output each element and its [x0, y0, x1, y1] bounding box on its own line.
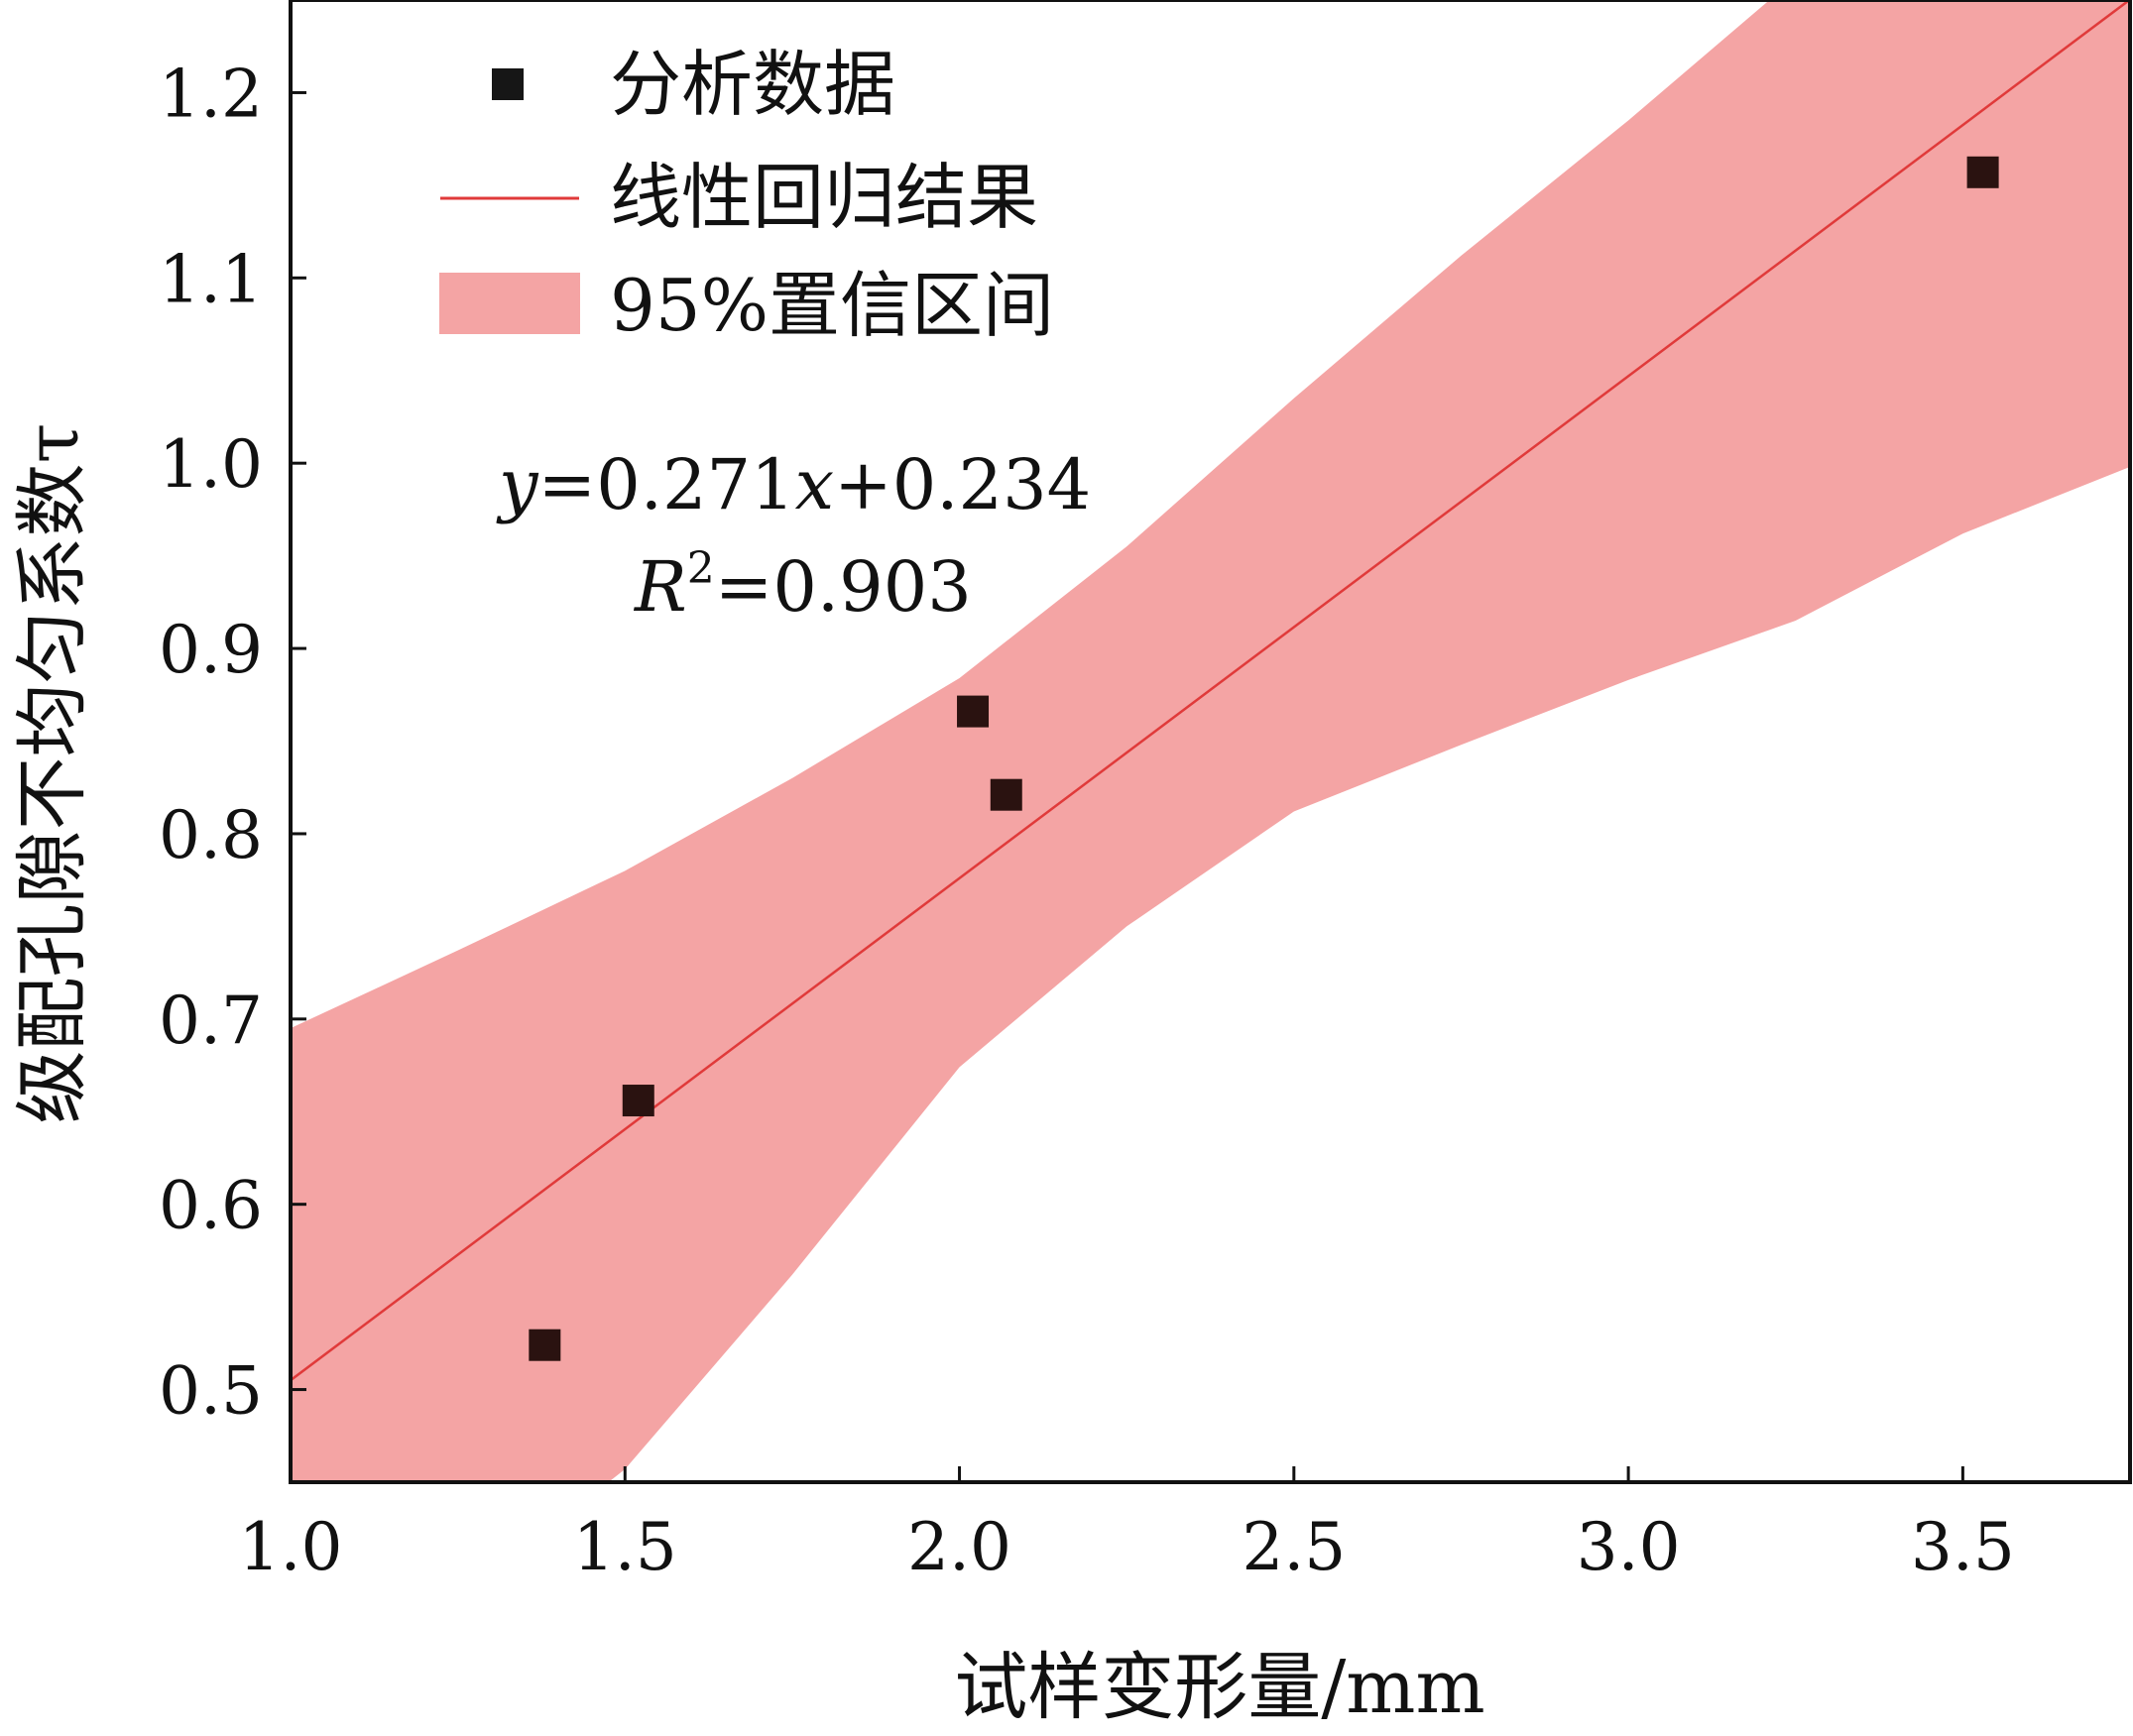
- y-tick-label: 0.8: [159, 797, 263, 873]
- legend-marker-band: [439, 273, 580, 334]
- legend: 分析数据 线性回归结果 95%置信区间: [439, 43, 1054, 347]
- confidence-band: [291, 0, 2130, 1482]
- regression-line: [291, 0, 2130, 1382]
- x-tick-label: 2.0: [907, 1509, 1011, 1585]
- x-tick-label: 1.0: [239, 1509, 343, 1585]
- y-tick-label: 0.7: [159, 983, 263, 1059]
- data-point: [957, 695, 990, 728]
- y-tick-label: 0.6: [159, 1168, 263, 1244]
- regression-equation: y=0.271x+0.234: [496, 444, 1091, 525]
- data-point: [990, 778, 1022, 811]
- legend-label-line: 线性回归结果: [610, 156, 1038, 239]
- data-point: [1966, 156, 1999, 188]
- x-tick-label: 2.5: [1242, 1509, 1346, 1585]
- x-tick-label: 3.5: [1911, 1509, 2015, 1585]
- y-axis-title: 级配孔隙不均匀系数τ: [10, 423, 95, 1124]
- y-axis-ticks: 0.5 0.6 0.7 0.8 0.9 1.0 1.1 1.2: [159, 56, 306, 1430]
- data-point: [529, 1329, 561, 1361]
- legend-marker-scatter: [492, 68, 524, 100]
- data-point: [622, 1085, 654, 1117]
- legend-label-band: 95%置信区间: [610, 264, 1054, 347]
- x-tick-label: 1.5: [573, 1509, 677, 1585]
- x-axis-title: 试样变形量/mm: [954, 1645, 1484, 1730]
- regression-annotation: y=0.271x+0.234 R2=0.903: [496, 444, 1091, 628]
- r-squared: R2=0.903: [633, 543, 972, 628]
- confidence-band-layer: [291, 0, 2130, 1482]
- y-tick-label: 0.5: [159, 1353, 263, 1430]
- x-tick-label: 3.0: [1577, 1509, 1681, 1585]
- regression-line-layer: [291, 0, 2130, 1382]
- data-points-layer: [529, 156, 1999, 1361]
- legend-label-scatter: 分析数据: [610, 43, 895, 126]
- y-tick-label: 1.1: [159, 241, 263, 317]
- plot-frame: [289, 0, 2132, 1484]
- y-tick-label: 1.2: [159, 56, 263, 132]
- y-tick-label: 0.9: [159, 612, 263, 688]
- x-axis-ticks: 1.0 1.5 2.0 2.5 3.0 3.5: [239, 1466, 2015, 1585]
- y-tick-label: 1.0: [159, 426, 263, 503]
